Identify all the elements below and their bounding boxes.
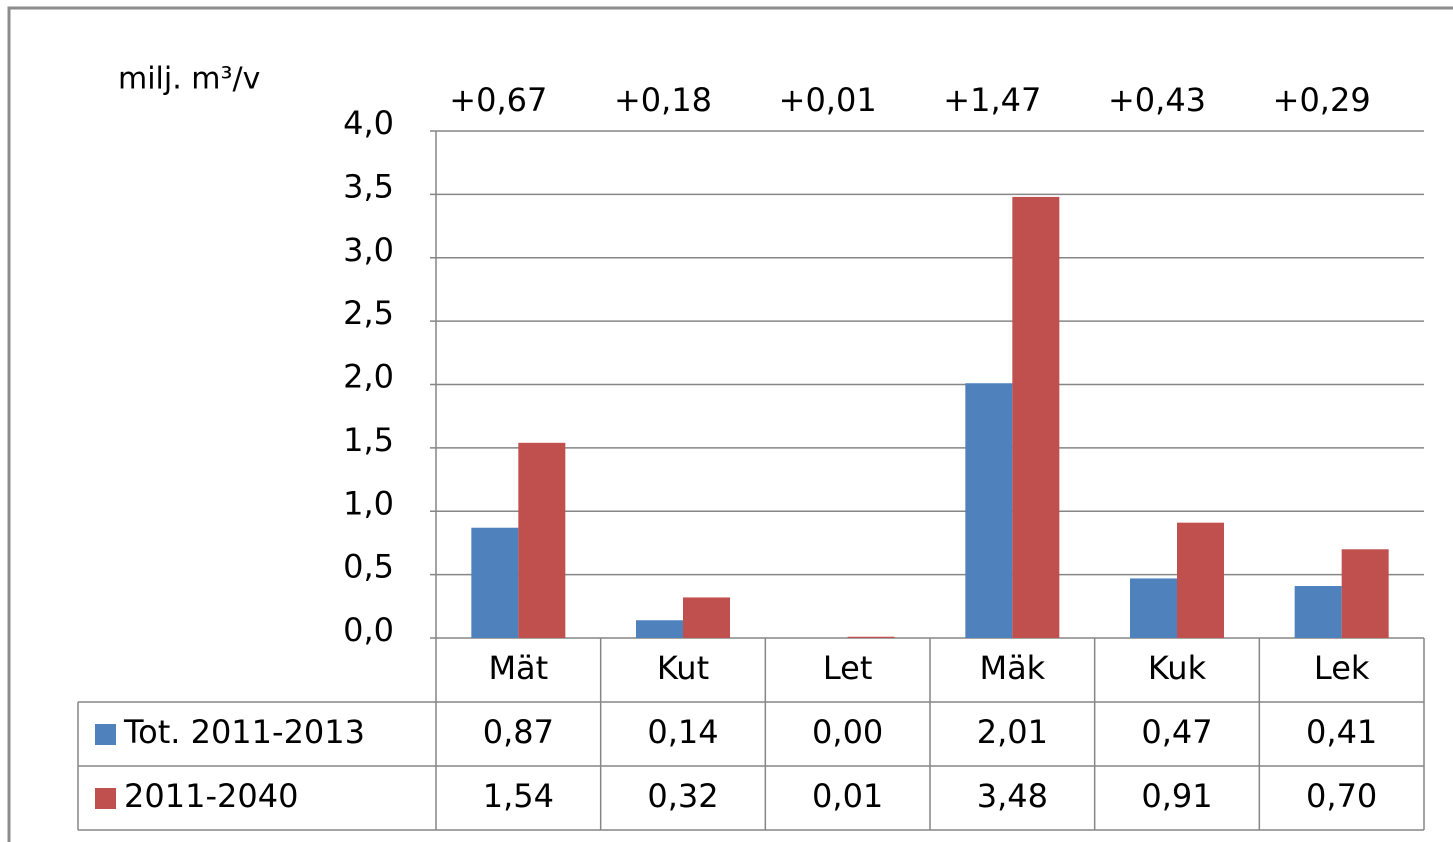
bar	[518, 442, 566, 638]
x-tick-label: Kut	[657, 649, 709, 687]
table-value: 0,14	[647, 713, 718, 751]
table-value: 2,01	[977, 713, 1048, 751]
annotation: +0,43	[1108, 81, 1206, 119]
table-value: 0,47	[1141, 713, 1212, 751]
bar	[1130, 578, 1177, 638]
bar	[636, 620, 683, 638]
y-tick-label: 0,5	[343, 548, 394, 586]
bar	[683, 597, 730, 638]
bar	[1012, 196, 1060, 638]
y-tick-label: 3,0	[343, 231, 394, 269]
y-tick-label: 1,0	[343, 484, 394, 522]
bar	[1341, 549, 1389, 638]
y-tick-label: 1,5	[343, 421, 394, 459]
y-tick-label: 0,0	[343, 611, 394, 649]
table-value: 0,87	[483, 713, 554, 751]
annotation: +0,01	[779, 81, 877, 119]
bar	[471, 527, 519, 638]
y-tick-label: 4,0	[343, 104, 394, 142]
annotation: +0,29	[1273, 81, 1371, 119]
annotation: +1,47	[943, 81, 1041, 119]
table-value: 0,01	[812, 777, 883, 815]
y-tick-label: 3,5	[343, 167, 394, 205]
table-value: 3,48	[977, 777, 1048, 815]
x-tick-label: Mäk	[979, 649, 1045, 687]
table-value: 1,54	[483, 777, 554, 815]
table-value: 0,70	[1306, 777, 1377, 815]
table-value: 0,41	[1306, 713, 1377, 751]
x-tick-label: Lek	[1314, 649, 1370, 687]
legend-swatch	[95, 724, 116, 745]
y-tick-label: 2,0	[343, 358, 394, 396]
legend-swatch	[95, 788, 116, 809]
legend-label: Tot. 2011-2013	[123, 713, 365, 751]
legend-label: 2011-2040	[124, 777, 298, 815]
annotation: +0,18	[614, 81, 712, 119]
x-tick-label: Let	[823, 649, 873, 687]
table-value: 0,32	[647, 777, 718, 815]
bar	[1177, 522, 1224, 638]
x-tick-label: Mät	[488, 649, 548, 687]
annotation: +0,67	[449, 81, 547, 119]
bar	[847, 636, 895, 638]
x-tick-label: Kuk	[1148, 649, 1207, 687]
chart-frame	[7, 6, 1453, 842]
bar	[965, 383, 1013, 638]
y-tick-label: 2,5	[343, 294, 394, 332]
bar	[1294, 586, 1342, 638]
table-value: 0,00	[812, 713, 883, 751]
table-value: 0,91	[1141, 777, 1212, 815]
y-axis-label: milj. m³/v	[118, 62, 260, 97]
